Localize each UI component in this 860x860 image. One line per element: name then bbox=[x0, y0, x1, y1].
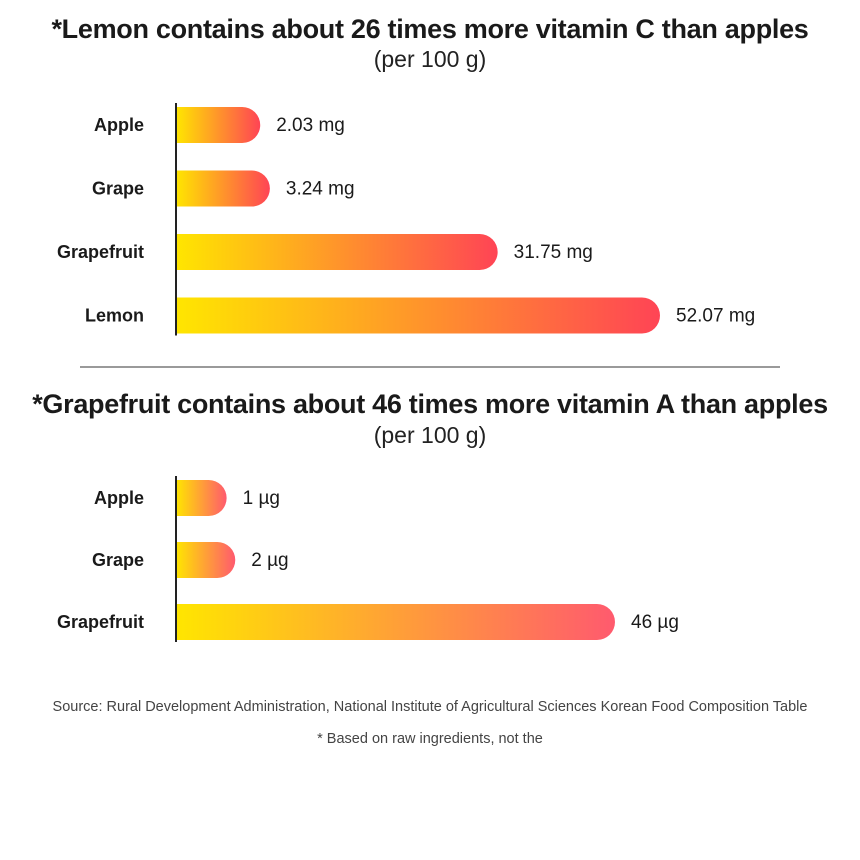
category-label: Lemon bbox=[85, 306, 144, 326]
vitamin-c-chart: Apple 2.03 mg Grape 3.24 mg Grapefruit 31.75 … bbox=[0, 90, 860, 350]
chart-2-subtitle: (per 100 g) bbox=[373, 422, 487, 448]
value-label: 1 µg bbox=[243, 488, 280, 509]
vitamin-c-chart-svg: Apple 2.03 mg Grape 3.24 mg Grapefruit 31.75 … bbox=[57, 103, 755, 336]
bar-apple bbox=[176, 107, 261, 143]
value-label: 2.03 mg bbox=[276, 115, 345, 136]
bar-grape bbox=[176, 170, 270, 207]
category-label: Grape bbox=[92, 550, 144, 570]
chart-1-subtitle: (per 100 g) bbox=[373, 46, 487, 72]
bar-lemon bbox=[176, 297, 660, 334]
value-label: 3.24 mg bbox=[286, 179, 355, 200]
category-label: Grapefruit bbox=[57, 242, 144, 262]
category-label: Grapefruit bbox=[57, 612, 144, 632]
category-label: Grape bbox=[92, 179, 144, 199]
vitamin-a-chart: Apple 1 µg Grape 2 µg Grapefruit 46 µg bbox=[0, 468, 860, 658]
category-label: Apple bbox=[94, 488, 144, 508]
source-text: Source: Rural Development Administration… bbox=[52, 699, 808, 715]
value-label: 31.75 mg bbox=[514, 242, 593, 263]
vitamin-a-chart-svg: Apple 1 µg Grape 2 µg Grapefruit 46 µg bbox=[57, 476, 679, 642]
bar-grapefruit bbox=[176, 234, 498, 270]
bar-grapefruit bbox=[176, 604, 615, 640]
value-label: 2 µg bbox=[251, 550, 288, 571]
footnote-text: * Based on raw ingredients, not the bbox=[317, 731, 543, 747]
value-label: 52.07 mg bbox=[676, 306, 755, 327]
chart-1-title: *Lemon contains about 26 times more vita… bbox=[51, 14, 809, 44]
bar-apple bbox=[176, 480, 227, 516]
section-divider bbox=[80, 366, 780, 368]
chart-2-title: *Grapefruit contains about 46 times more… bbox=[32, 389, 828, 419]
bar-grape bbox=[176, 542, 236, 578]
value-label: 46 µg bbox=[631, 612, 679, 633]
category-label: Apple bbox=[94, 115, 144, 135]
